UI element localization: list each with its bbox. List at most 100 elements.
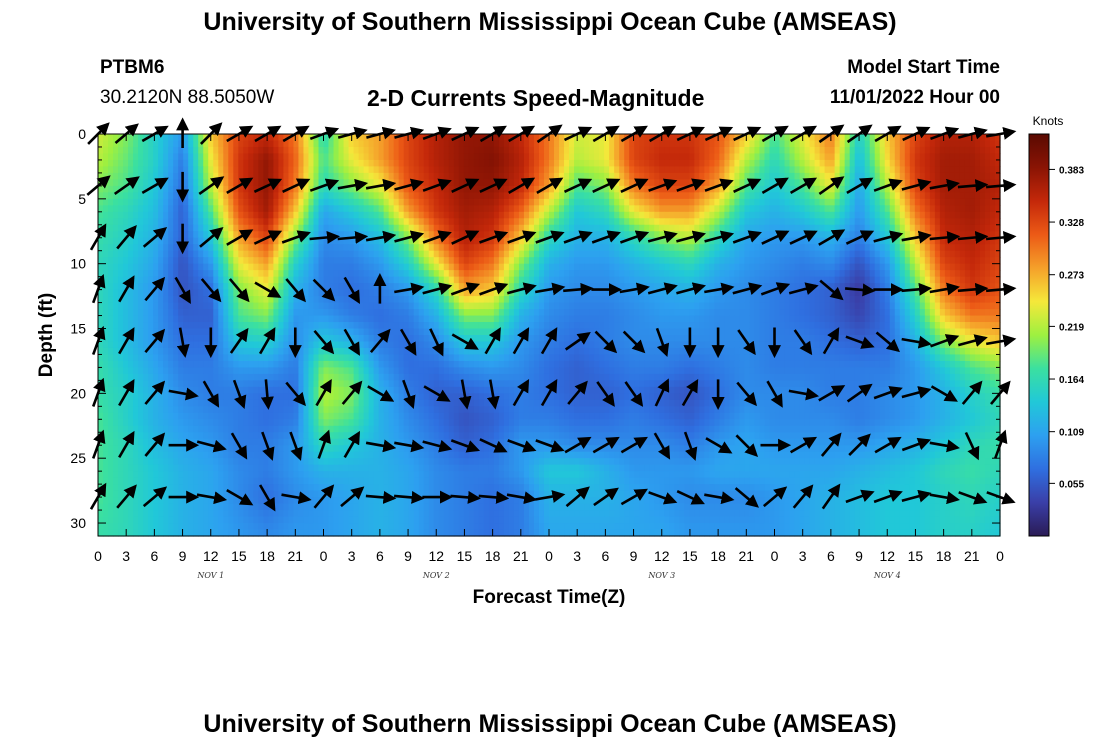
heatmap-cell: [263, 296, 269, 304]
heatmap-cell: [518, 231, 525, 239]
heatmap-cell: [894, 146, 901, 155]
heatmap-cell: [118, 172, 124, 180]
heatmap-cell: [799, 302, 806, 310]
heatmap-cell: [654, 231, 660, 239]
heatmap-cell: [538, 205, 545, 213]
heatmap-cell: [103, 309, 109, 317]
heatmap-cell: [333, 250, 340, 258]
heatmap-cell: [959, 198, 966, 206]
heatmap-cell: [403, 244, 410, 252]
heatmap-cell: [478, 218, 485, 226]
heatmap-cell: [433, 244, 440, 252]
heatmap-cell: [669, 302, 675, 310]
heatmap-cell: [258, 211, 264, 219]
heatmap-cell: [288, 192, 295, 200]
heatmap-cell: [188, 166, 194, 174]
heatmap-cell: [574, 211, 580, 219]
heatmap-cell: [819, 218, 826, 226]
heatmap-cell: [874, 198, 881, 206]
heatmap-cell: [538, 231, 545, 239]
heatmap-cell: [538, 146, 545, 155]
heatmap-cell: [363, 192, 370, 200]
heatmap-cell: [98, 192, 104, 200]
heatmap-cell: [574, 283, 580, 291]
heatmap-cell: [488, 237, 495, 245]
heatmap-cell: [934, 257, 941, 265]
heatmap-cell: [188, 140, 194, 148]
heatmap-cell: [533, 276, 540, 284]
heatmap-cell: [774, 296, 781, 304]
heatmap-cell: [188, 218, 194, 226]
heatmap-cell: [939, 134, 946, 142]
heatmap-cell: [113, 276, 119, 284]
heatmap-cell: [178, 140, 184, 148]
heatmap-cell: [448, 140, 455, 148]
heatmap-cell: [223, 134, 229, 142]
heatmap-cell: [589, 302, 595, 310]
heatmap-cell: [599, 270, 605, 278]
heatmap-cell: [634, 224, 640, 232]
heatmap-cell: [343, 244, 350, 252]
heatmap-cell: [984, 257, 991, 265]
heatmap-cell: [188, 185, 194, 193]
heatmap-cell: [173, 140, 179, 148]
heatmap-cell: [123, 205, 129, 213]
heatmap-cell: [644, 302, 650, 310]
heatmap-cell: [639, 172, 645, 180]
heatmap-cell: [483, 309, 490, 317]
heatmap-cell: [378, 250, 385, 258]
heatmap-cell: [303, 270, 310, 278]
heatmap-cell: [163, 185, 169, 193]
heatmap-cell: [283, 146, 290, 155]
heatmap-cell: [769, 283, 776, 291]
heatmap-cell: [639, 309, 645, 317]
heatmap-cell: [273, 205, 279, 213]
heatmap-cell: [674, 250, 680, 258]
heatmap-cell: [488, 198, 495, 206]
heatmap-cell: [168, 231, 174, 239]
heatmap-cell: [584, 146, 590, 155]
heatmap-cell: [313, 198, 320, 206]
heatmap-cell: [829, 192, 836, 200]
heatmap-cell: [393, 224, 400, 232]
heatmap-cell: [709, 257, 715, 265]
heatmap-cell: [493, 198, 500, 206]
heatmap-cell: [889, 198, 896, 206]
heatmap-cell: [919, 146, 926, 155]
heatmap-cell: [949, 218, 956, 226]
heatmap-cell: [408, 237, 415, 245]
heatmap-cell: [974, 250, 981, 258]
heatmap-cell: [243, 276, 249, 284]
heatmap-cell: [288, 257, 295, 265]
heatmap-cell: [689, 166, 695, 174]
heatmap-cell: [368, 309, 375, 317]
heatmap-cell: [263, 179, 269, 187]
heatmap-cell: [418, 244, 425, 252]
heatmap-cell: [453, 198, 460, 206]
heatmap-cell: [809, 185, 816, 193]
heatmap-cell: [488, 224, 495, 232]
heatmap-cell: [293, 153, 300, 161]
heatmap-cell: [388, 250, 395, 258]
heatmap-cell: [308, 192, 315, 200]
heatmap-cell: [518, 146, 525, 155]
heatmap-cell: [984, 211, 991, 219]
heatmap-cell: [423, 231, 430, 239]
heatmap-cell: [213, 185, 219, 193]
heatmap-cell: [584, 205, 590, 213]
heatmap-cell: [543, 211, 550, 219]
heatmap-cell: [884, 250, 891, 258]
heatmap-cell: [108, 296, 114, 304]
heatmap-cell: [864, 192, 871, 200]
heatmap-cell: [423, 302, 430, 310]
heatmap-cell: [398, 146, 405, 155]
heatmap-cell: [188, 309, 194, 317]
heatmap-cell: [779, 289, 786, 297]
heatmap-cell: [438, 198, 445, 206]
heatmap-cell: [949, 250, 956, 258]
heatmap-cell: [273, 309, 279, 317]
heatmap-cell: [909, 172, 916, 180]
heatmap-cell: [864, 140, 871, 148]
heatmap-cell: [368, 263, 375, 271]
heatmap-cell: [684, 198, 690, 206]
